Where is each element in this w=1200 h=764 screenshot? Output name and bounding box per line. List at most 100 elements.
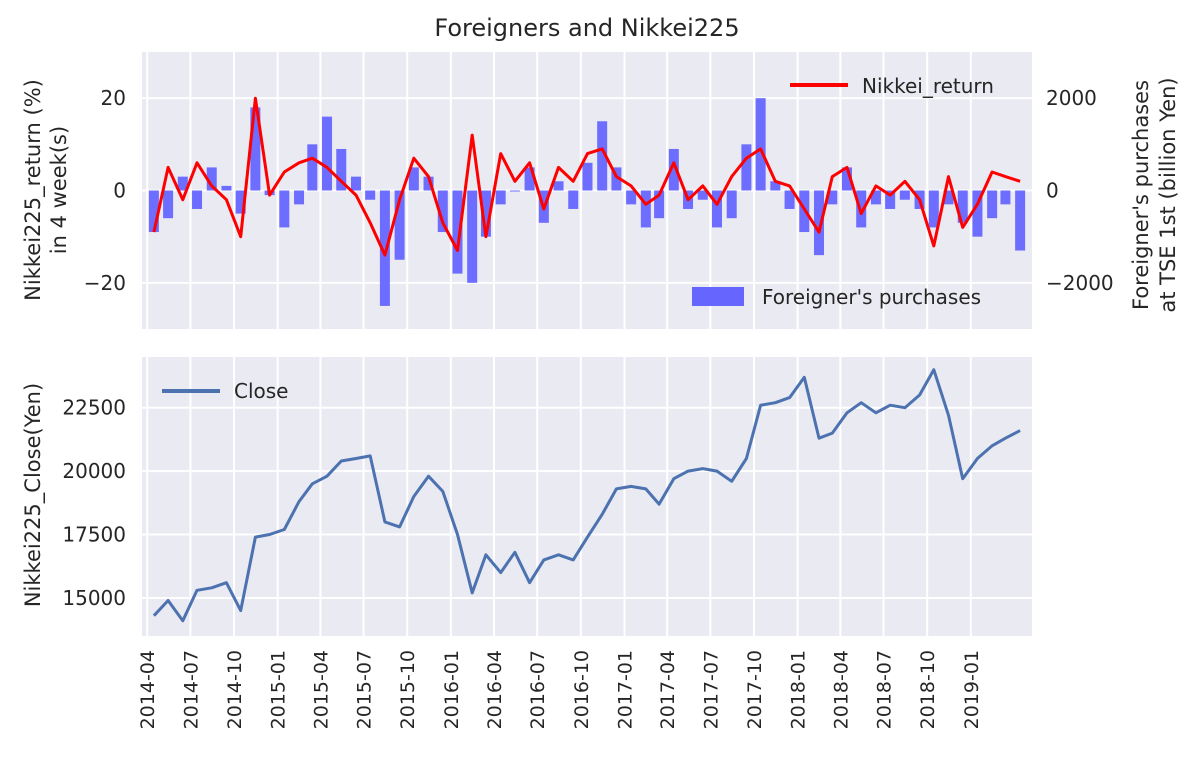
foreigner-purchase-bar — [726, 190, 737, 219]
top-panel: 20 0 −20 2000 0 −2000 Nikkei225_return (%) i… — [21, 52, 1180, 329]
foreigner-purchase-bar — [307, 144, 318, 191]
foreigner-purchase-bar — [827, 190, 838, 205]
foreigner-purchase-bar — [755, 98, 766, 191]
x-tick-label: 2017-04 — [657, 650, 679, 729]
foreigner-purchase-bar — [611, 167, 622, 191]
bottom-ytick-labels: 15000 17500 20000 22500 — [62, 396, 126, 610]
bottom-ytick-label: 22500 — [62, 396, 126, 420]
foreigner-purchase-bar — [279, 190, 290, 228]
x-tick-label: 2015-10 — [397, 650, 419, 729]
foreigner-purchase-bar — [495, 190, 506, 205]
bottom-ylabel: Nikkei225_Close(Yen) — [21, 383, 46, 607]
top-right-ylabel-line2: at TSE 1st (billion Yen) — [1156, 77, 1180, 312]
bottom-ytick-label: 20000 — [62, 459, 126, 483]
foreigner-purchase-bar — [813, 190, 824, 256]
foreigner-purchase-bar — [1015, 190, 1026, 251]
foreigner-purchase-bar — [379, 190, 390, 306]
foreigner-purchase-bar — [250, 107, 261, 191]
foreigner-purchase-bar — [582, 162, 593, 191]
top-left-ytick-label: 20 — [101, 86, 126, 110]
foreigner-purchase-bar — [870, 190, 881, 205]
foreigner-purchase-bar — [235, 190, 246, 214]
legend-foreigner-purchases: Foreigner's purchases — [692, 285, 981, 309]
x-tick-label: 2018-10 — [917, 650, 939, 729]
close-line — [152, 368, 1021, 623]
foreigner-purchase-bar — [509, 190, 520, 192]
foreigner-purchase-bar — [841, 167, 852, 191]
top-left-ylabel-line1: Nikkei225_return (%) — [21, 79, 46, 301]
foreigner-purchase-bar — [423, 176, 434, 191]
legend-bar-swatch — [692, 287, 744, 306]
x-tick-label: 2017-10 — [744, 650, 766, 729]
foreigner-purchase-bar — [336, 148, 347, 191]
foreigner-purchase-bar — [148, 190, 159, 233]
foreigner-purchase-bar — [350, 176, 361, 191]
figure-title: Foreigners and Nikkei225 — [434, 14, 739, 42]
x-tick-label: 2018-07 — [874, 650, 896, 729]
foreigner-purchase-bar — [221, 185, 232, 191]
legend-bar-label: Foreigner's purchases — [762, 285, 981, 309]
x-tick-label: 2017-01 — [614, 650, 636, 729]
foreigner-purchase-bar — [668, 148, 679, 191]
bottom-panel: 15000 17500 20000 22500 Nikkei225_Close(Yen… — [21, 357, 1032, 636]
x-tick-label: 2016-01 — [441, 650, 463, 729]
legend-line-label: Nikkei_return — [862, 74, 994, 98]
x-tick-label: 2018-04 — [830, 650, 852, 729]
foreigner-purchase-bar — [928, 190, 939, 228]
top-left-ytick-label: −20 — [84, 271, 126, 295]
foreigner-purchase-bar — [697, 190, 708, 200]
foreigner-purchase-bar — [957, 190, 968, 223]
foreigner-purchase-bar — [972, 190, 983, 237]
foreigner-purchase-bar — [206, 167, 217, 191]
top-right-ylabel-line1: Foreigner's purchases — [1129, 80, 1153, 310]
x-tick-labels: 2014-04 2014-07 2014-10 2015-01 2015-04 2015-… — [137, 650, 983, 729]
foreigner-purchase-bar — [163, 190, 174, 219]
foreigner-purchase-bar — [408, 167, 419, 191]
x-tick-label: 2015-01 — [268, 650, 290, 729]
x-tick-label: 2014-10 — [224, 650, 246, 729]
foreigner-purchase-bar — [322, 116, 333, 191]
foreigner-purchase-bar — [524, 167, 535, 191]
foreigner-purchase-bar — [899, 190, 910, 200]
foreigner-purchase-bar — [885, 190, 896, 209]
x-tick-label: 2019-01 — [961, 650, 983, 729]
foreigner-purchase-bar — [943, 190, 954, 205]
x-tick-label: 2014-04 — [137, 650, 159, 729]
foreigner-purchase-bar — [553, 181, 564, 191]
foreigner-purchase-bar — [177, 176, 188, 191]
x-tick-label: 2018-01 — [788, 650, 810, 729]
foreigner-purchase-bar — [437, 190, 448, 233]
foreigner-purchase-bar — [294, 190, 305, 205]
x-tick-label: 2015-07 — [354, 650, 376, 729]
nikkei-return-line — [152, 96, 1021, 257]
foreigner-purchase-bar — [365, 190, 376, 200]
foreigner-purchase-bar — [640, 190, 651, 228]
legend-close: Close — [162, 379, 288, 403]
foreigner-purchase-bar — [597, 121, 608, 191]
foreigner-purchase-bar — [192, 190, 203, 209]
foreigner-purchases-bars — [148, 98, 1026, 306]
foreigner-purchase-bar — [1000, 190, 1011, 205]
foreigner-purchase-bar — [770, 181, 781, 191]
foreigner-purchase-bar — [741, 144, 752, 191]
foreigner-purchase-bar — [394, 190, 405, 260]
top-left-ytick-labels: 20 0 −20 — [84, 86, 126, 295]
foreigner-purchase-bar — [987, 190, 998, 219]
foreigner-purchase-bar — [467, 190, 478, 283]
top-right-ytick-label: −2000 — [1046, 271, 1114, 295]
bottom-ytick-label: 17500 — [62, 523, 126, 547]
foreigner-purchase-bar — [568, 190, 579, 209]
foreigner-purchase-bar — [452, 190, 463, 274]
x-tick-label: 2017-07 — [700, 650, 722, 729]
x-tick-label: 2015-04 — [310, 650, 332, 729]
legend-close-label: Close — [234, 379, 288, 403]
top-left-ylabel-line2: in 4 week(s) — [47, 126, 71, 254]
foreigner-purchase-bar — [711, 190, 722, 228]
top-right-ytick-label: 2000 — [1046, 86, 1097, 110]
legend-nikkei-return: Nikkei_return — [790, 74, 994, 98]
x-tick-label: 2016-07 — [527, 650, 549, 729]
bottom-ytick-label: 15000 — [62, 586, 126, 610]
x-tick-label: 2014-07 — [180, 650, 202, 729]
top-left-ytick-label: 0 — [113, 179, 126, 203]
